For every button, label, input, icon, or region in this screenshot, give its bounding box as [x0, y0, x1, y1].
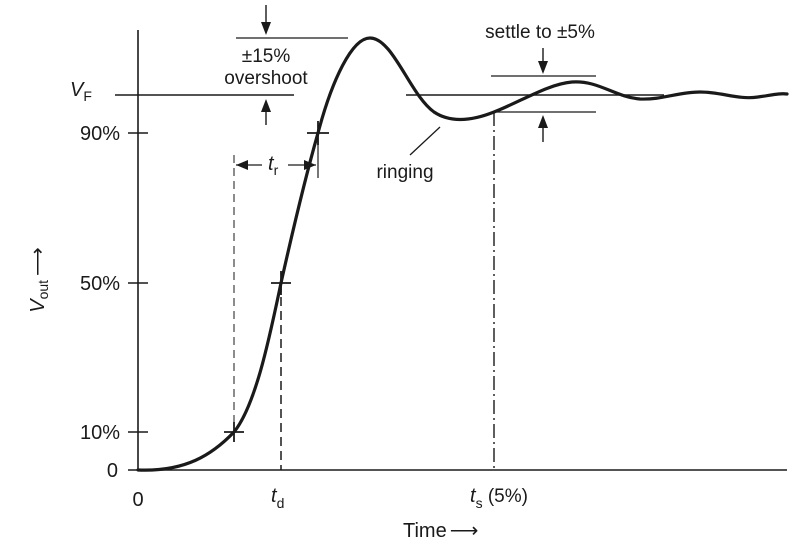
tr-label-subscript: r	[274, 162, 279, 178]
ringing-label: ringing	[376, 162, 433, 183]
overshoot-label-line2: overshoot	[224, 68, 308, 89]
vf-label: VF	[70, 79, 92, 104]
svg-text:Vout⟶: Vout ⟶	[27, 247, 51, 312]
overshoot-top-arrowhead	[261, 22, 271, 35]
label-level-50: 50%	[80, 273, 120, 295]
tr-label-symbol: t	[268, 153, 275, 175]
overshoot-bottom-arrowhead	[261, 99, 271, 112]
settle-bottom-arrowhead	[538, 115, 548, 128]
tr-left-arrowhead	[236, 160, 248, 170]
ts-label-subscript: s	[476, 495, 483, 511]
settle-label: settle to ±5%	[485, 22, 595, 43]
y-axis-title: Vout ⟶	[27, 247, 51, 312]
label-level-10: 10%	[80, 422, 120, 444]
ts-label: ts (5%)	[470, 485, 528, 511]
label-origin: 0	[132, 489, 143, 511]
vf-label-subscript: F	[83, 88, 92, 104]
y-axis-title-subscript: out	[35, 280, 51, 300]
y-axis-title-arrow: ⟶	[27, 247, 49, 276]
ts-label-suffix: (5%)	[483, 486, 528, 507]
x-axis-title-arrow: ⟶	[450, 520, 479, 542]
response-curve	[136, 36, 789, 472]
tr-label: tr	[268, 153, 279, 178]
label-level-0: 0	[107, 460, 118, 482]
vf-label-symbol: V	[70, 79, 85, 101]
y-axis-title-symbol: V	[27, 298, 49, 313]
td-label-symbol: t	[271, 485, 278, 507]
settle-top-arrowhead	[538, 61, 548, 74]
x-axis-title-text: Time	[403, 520, 447, 542]
tr-label-backdrop	[262, 152, 288, 178]
td-label: td	[271, 485, 284, 511]
ts-label-symbol: t	[470, 485, 477, 507]
x-axis-title: Time ⟶	[403, 520, 478, 542]
td-label-subscript: d	[277, 495, 285, 511]
overshoot-label-line1: ±15%	[242, 46, 291, 67]
ringing-pointer-line	[409, 126, 441, 156]
label-level-90: 90%	[80, 123, 120, 145]
